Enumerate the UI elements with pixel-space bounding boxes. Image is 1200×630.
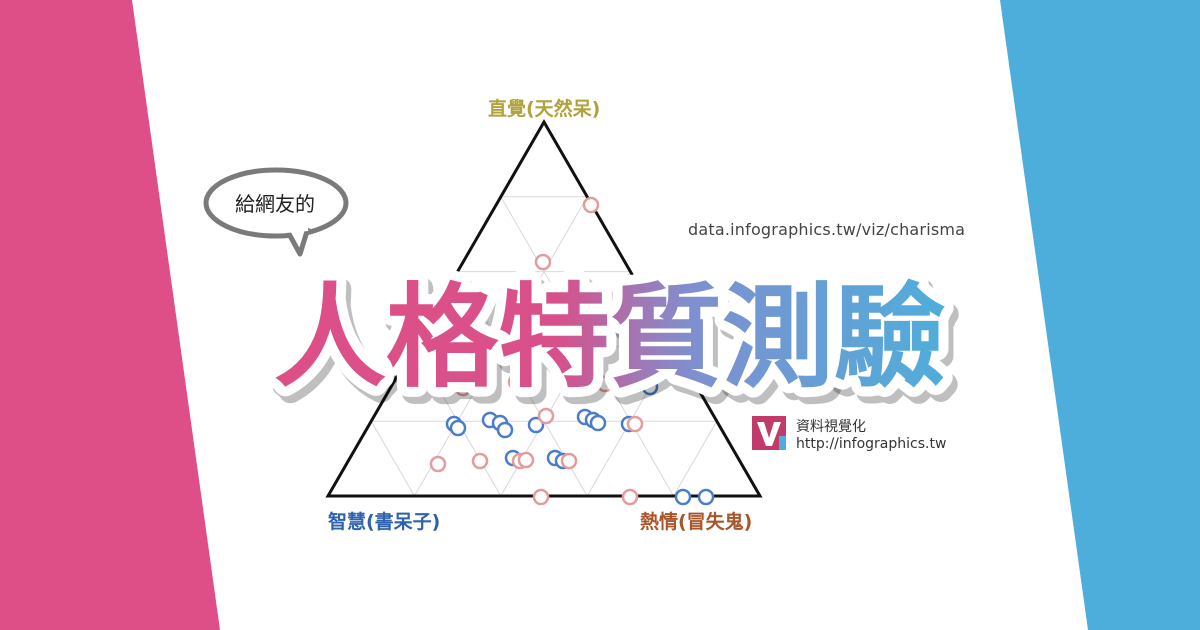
speech-bubble-text: 給網友的: [235, 192, 315, 216]
data-marker: [641, 378, 659, 396]
speech-bubble: [203, 167, 349, 257]
data-marker: [582, 196, 600, 214]
data-marker: [534, 253, 552, 271]
grid-line: [370, 420, 415, 497]
data-marker: [626, 415, 644, 433]
right-blue-band: [1000, 0, 1200, 630]
vertex-label-intuition: 直覺(天然呆): [488, 98, 601, 120]
data-marker: [596, 375, 614, 393]
data-marker: [438, 373, 456, 391]
data-marker: [532, 488, 550, 506]
data-marker: [560, 452, 578, 470]
headline-text: 人格特質測驗: [274, 273, 946, 403]
grid-line: [413, 196, 588, 497]
data-marker: [517, 451, 535, 469]
brand-name: 資料視覺化: [796, 419, 866, 435]
data-marker: [527, 416, 545, 434]
grid-line: [673, 420, 718, 497]
headline-outline: 人格特質測驗: [274, 273, 946, 403]
headline-shadow: 人格特質測驗: [279, 280, 951, 408]
brand-url: http://infographics.tw: [796, 436, 947, 452]
data-marker: [507, 373, 525, 391]
data-marker: [697, 488, 715, 506]
data-marker: [537, 407, 555, 425]
data-marker: [454, 379, 472, 397]
data-marker: [429, 455, 447, 473]
data-marker: [449, 419, 467, 437]
headline-title: 人格特質測驗 人格特質測驗 人格特質測驗: [264, 263, 961, 408]
left-pink-band: [0, 0, 220, 630]
data-marker: [557, 377, 575, 395]
data-markers: [425, 196, 715, 506]
data-marker: [674, 488, 692, 506]
data-marker: [621, 488, 639, 506]
data-marker: [496, 421, 514, 439]
v-logo-icon: [752, 416, 786, 450]
grid-line: [500, 196, 675, 497]
vertex-label-wisdom: 智慧(書呆子): [328, 511, 441, 533]
vertex-label-passion: 熱情(冒失鬼): [640, 511, 753, 533]
data-marker: [471, 452, 489, 470]
source-url: data.infographics.tw/viz/charisma: [688, 220, 966, 239]
data-marker: [589, 414, 607, 432]
